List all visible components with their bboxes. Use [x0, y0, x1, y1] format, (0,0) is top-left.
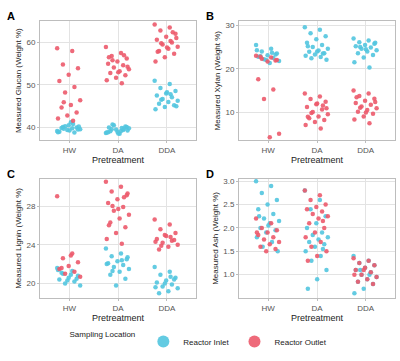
svg-text:Pretreatment: Pretreatment — [92, 313, 145, 323]
svg-text:2.0: 2.0 — [223, 224, 235, 233]
svg-text:Measured Xylan (Weight %): Measured Xylan (Weight %) — [213, 31, 222, 131]
svg-text:40: 40 — [27, 123, 36, 132]
svg-text:DDA: DDA — [158, 304, 176, 313]
svg-text:DDA: DDA — [357, 304, 375, 313]
svg-text:10: 10 — [225, 108, 234, 117]
svg-text:HW: HW — [63, 304, 77, 313]
svg-text:Sampling Location: Sampling Location — [70, 330, 136, 339]
svg-text:Pretreatment: Pretreatment — [291, 313, 344, 323]
svg-text:1.0: 1.0 — [223, 270, 235, 279]
svg-text:1.5: 1.5 — [223, 247, 235, 256]
svg-text:DDA: DDA — [357, 146, 375, 155]
svg-text:B: B — [206, 10, 214, 22]
svg-text:Measured Ash (Weight %): Measured Ash (Weight %) — [211, 192, 220, 285]
svg-text:HW: HW — [63, 146, 77, 155]
svg-text:2.5: 2.5 — [223, 200, 235, 209]
svg-text:HW: HW — [262, 304, 276, 313]
svg-text:DDA: DDA — [158, 146, 176, 155]
svg-text:24: 24 — [27, 241, 36, 250]
svg-text:Measured Lignin (Weight %): Measured Lignin (Weight %) — [14, 188, 23, 289]
svg-text:20: 20 — [225, 65, 234, 74]
svg-text:28: 28 — [27, 202, 36, 211]
svg-text:Reactor Outlet: Reactor Outlet — [274, 338, 326, 347]
svg-text:D: D — [206, 168, 214, 180]
svg-text:DA: DA — [311, 146, 323, 155]
svg-text:3.0: 3.0 — [223, 177, 235, 186]
svg-text:A: A — [7, 10, 15, 22]
svg-text:Pretreatment: Pretreatment — [92, 155, 145, 165]
svg-text:60: 60 — [27, 38, 36, 47]
svg-text:30: 30 — [225, 21, 234, 30]
svg-text:DA: DA — [113, 146, 125, 155]
svg-text:Measured Glucan (Weight %): Measured Glucan (Weight %) — [14, 28, 23, 133]
svg-text:50: 50 — [27, 81, 36, 90]
svg-text:C: C — [7, 168, 15, 180]
svg-text:HW: HW — [262, 146, 276, 155]
svg-text:DA: DA — [113, 304, 125, 313]
svg-text:DA: DA — [311, 304, 323, 313]
svg-text:20: 20 — [27, 279, 36, 288]
svg-text:Pretreatment: Pretreatment — [291, 155, 344, 165]
svg-text:Reactor Inlet: Reactor Inlet — [183, 338, 229, 347]
